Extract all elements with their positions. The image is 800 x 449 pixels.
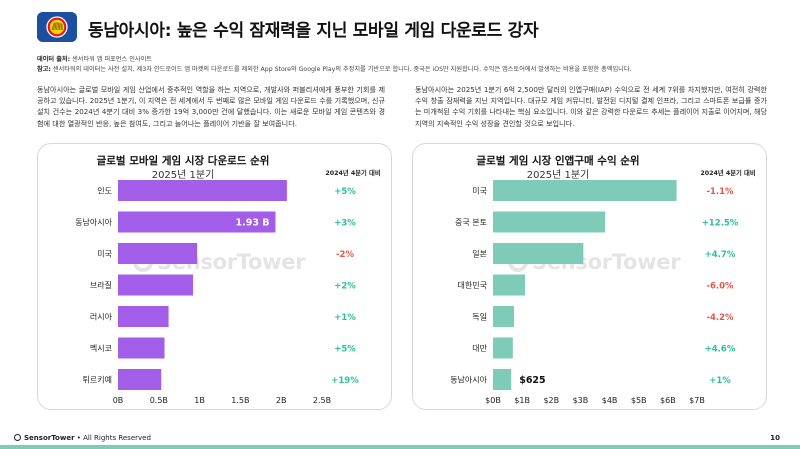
category-label: 미국 (472, 187, 487, 196)
paragraph-downloads: 동남아시아는 글로벌 모바일 게임 산업에서 중추적인 역할을 하는 지역으로,… (37, 85, 385, 128)
downloads-chart-card: 글로벌 모바일 게임 시장 다운로드 순위 2025년 1분기 2024년 4분… (37, 143, 392, 410)
category-label: 동남아시아 (75, 217, 112, 227)
page-number: 10 (770, 434, 780, 442)
x-tick-label: $1B (514, 396, 530, 405)
bar (118, 180, 287, 201)
paragraph-revenue: 동남아시아는 2025년 1분기 6억 2,500만 달러의 인앱구매(IAP)… (415, 85, 767, 128)
change-value: -6.0% (706, 282, 734, 292)
bar (118, 369, 162, 390)
note-label: 참고: (37, 66, 51, 73)
chart-subtitle: 2025년 1분기 (151, 170, 215, 181)
downloads-bar-chart: 인도 +5% 동남아시아 1.93 B +3% 미국 -2% 브라질 +2% 러시아 +1% 멕시코 +… (75, 180, 359, 405)
x-tick-label: $4B (602, 396, 618, 405)
change-value: -1.1% (706, 187, 734, 197)
category-label: 인도 (97, 186, 112, 196)
change-value: +5% (334, 187, 356, 197)
x-tick-label: 2B (276, 396, 287, 405)
bar (493, 369, 512, 390)
revenue-chart-card: 글로벌 게임 시장 인앱구매 수익 순위 2025년 1분기 2024년 4분기… (412, 143, 767, 410)
x-tick-label: 2.5B (313, 396, 331, 405)
change-value: +12.5% (702, 219, 739, 229)
category-label: 브라질 (90, 281, 112, 290)
category-label: 러시아 (90, 312, 113, 322)
bar (493, 211, 606, 233)
x-tick-label: $2B (543, 396, 559, 405)
x-tick-label: 1.5B (231, 396, 249, 405)
category-label: 대만 (472, 344, 487, 353)
x-tick-label: $5B (631, 396, 647, 405)
data-label: $625 (519, 375, 545, 386)
category-label: 중국 본토 (455, 218, 487, 227)
data-source-line: 데이터 출처: 센서타워 앱 퍼포먼스 인사이트 (37, 54, 152, 63)
category-label: 일본 (472, 250, 487, 259)
bar (118, 274, 194, 296)
change-column-header: 2024년 4분기 대비 (325, 170, 381, 177)
chart-title: 글로벌 게임 시장 인앱구매 수익 순위 (476, 155, 640, 167)
x-tick-label: 0B (113, 396, 124, 405)
asean-emblem-icon (37, 12, 77, 42)
x-tick-label: $6B (660, 396, 676, 405)
change-column-header: 2024년 4분기 대비 (700, 170, 756, 177)
category-label: 동남아시아 (450, 375, 487, 385)
bar (493, 180, 677, 201)
footer-accent-bar (0, 445, 800, 449)
page-title: 동남아시아: 높은 수익 잠재력을 지닌 모바일 게임 다운로드 강자 (88, 21, 539, 41)
category-label: 미국 (97, 250, 112, 259)
asean-flag-logo (37, 12, 77, 42)
x-tick-label: $3B (573, 396, 589, 405)
chart-title: 글로벌 모바일 게임 시장 다운로드 순위 (96, 155, 270, 167)
note-value: 센서타워의 데이터는 사전 설치, 제3자 안드로이드 앱 마켓의 다운로드를 … (52, 66, 632, 73)
chart-subtitle: 2025년 1분기 (526, 170, 590, 181)
bar (118, 243, 198, 264)
data-source-value: 센서타워 앱 퍼포먼스 인사이트 (72, 56, 152, 63)
x-tick-label: $7B (689, 396, 705, 405)
bar (493, 243, 584, 264)
bar (493, 274, 526, 296)
note-line: 참고: 센서타워의 데이터는 사전 설치, 제3자 안드로이드 앱 마켓의 다운… (37, 64, 632, 73)
footer-brand: SensorTower • All Rights Reserved (14, 434, 151, 442)
bar (118, 337, 165, 359)
category-label: 대한민국 (458, 280, 487, 290)
change-value: -4.2% (706, 313, 734, 323)
change-value: +2% (334, 282, 356, 292)
x-tick-label: 0.5B (150, 396, 168, 405)
change-value: +1% (709, 376, 731, 386)
change-value: +1% (334, 313, 356, 323)
bar (493, 337, 513, 359)
bar (493, 306, 514, 327)
change-value: +5% (334, 345, 356, 355)
change-value: +19% (331, 376, 359, 386)
change-value: +4.6% (705, 345, 736, 355)
bar (118, 306, 169, 327)
change-value: -2% (336, 250, 354, 260)
data-label: 1.93 B (235, 218, 269, 229)
category-label: 튀르키예 (83, 375, 112, 385)
category-label: 독일 (472, 313, 487, 322)
x-tick-label: $0B (485, 396, 501, 405)
sensortower-logo-icon (14, 434, 21, 441)
data-source-label: 데이터 출처: (37, 56, 71, 63)
change-value: +3% (334, 219, 356, 229)
revenue-bar-chart: 미국 -1.1% 중국 본토 +12.5% 일본 +4.7% 대한민국 -6.0% 독일 -4.2… (450, 180, 739, 405)
category-label: 멕시코 (90, 343, 112, 353)
change-value: +4.7% (705, 250, 736, 260)
x-tick-label: 1B (194, 396, 205, 405)
bar (118, 211, 276, 233)
